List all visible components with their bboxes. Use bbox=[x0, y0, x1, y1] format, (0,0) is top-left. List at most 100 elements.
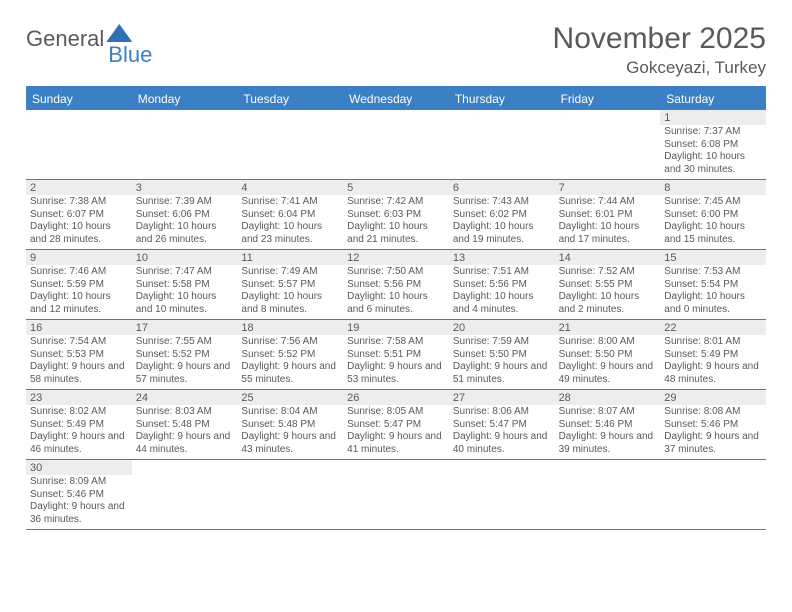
week-row: Sunrise: 8:09 AMSunset: 5:46 PMDaylight:… bbox=[26, 475, 766, 530]
day-info bbox=[237, 475, 343, 529]
day-info bbox=[449, 125, 555, 179]
day-info: Sunrise: 7:44 AMSunset: 6:01 PMDaylight:… bbox=[555, 195, 661, 249]
day-info: Sunrise: 7:51 AMSunset: 5:56 PMDaylight:… bbox=[449, 265, 555, 319]
day-info: Sunrise: 7:52 AMSunset: 5:55 PMDaylight:… bbox=[555, 265, 661, 319]
day-number: 21 bbox=[555, 320, 661, 335]
day-number: 3 bbox=[132, 180, 238, 195]
daynum-row: 30 bbox=[26, 460, 766, 475]
day-info: Sunrise: 8:01 AMSunset: 5:49 PMDaylight:… bbox=[660, 335, 766, 389]
day-number bbox=[449, 110, 555, 125]
day-number: 14 bbox=[555, 250, 661, 265]
calendar: SundayMondayTuesdayWednesdayThursdayFrid… bbox=[26, 86, 766, 530]
day-info: Sunrise: 7:55 AMSunset: 5:52 PMDaylight:… bbox=[132, 335, 238, 389]
day-info bbox=[555, 125, 661, 179]
daynum-row: 9101112131415 bbox=[26, 250, 766, 265]
day-info bbox=[343, 125, 449, 179]
title-block: November 2025 Gokceyazi, Turkey bbox=[553, 22, 766, 78]
day-info: Sunrise: 8:00 AMSunset: 5:50 PMDaylight:… bbox=[555, 335, 661, 389]
day-info bbox=[132, 125, 238, 179]
day-info: Sunrise: 7:45 AMSunset: 6:00 PMDaylight:… bbox=[660, 195, 766, 249]
day-info: Sunrise: 7:41 AMSunset: 6:04 PMDaylight:… bbox=[237, 195, 343, 249]
day-number bbox=[237, 110, 343, 125]
day-info: Sunrise: 8:03 AMSunset: 5:48 PMDaylight:… bbox=[132, 405, 238, 459]
day-number: 30 bbox=[26, 460, 132, 475]
day-info: Sunrise: 8:02 AMSunset: 5:49 PMDaylight:… bbox=[26, 405, 132, 459]
day-info bbox=[343, 475, 449, 529]
day-number bbox=[555, 110, 661, 125]
header: General Blue November 2025 Gokceyazi, Tu… bbox=[26, 22, 766, 78]
day-info: Sunrise: 8:08 AMSunset: 5:46 PMDaylight:… bbox=[660, 405, 766, 459]
day-info: Sunrise: 8:07 AMSunset: 5:46 PMDaylight:… bbox=[555, 405, 661, 459]
daynum-row: 2345678 bbox=[26, 180, 766, 195]
day-number: 11 bbox=[237, 250, 343, 265]
day-number bbox=[555, 460, 661, 475]
day-info: Sunrise: 7:56 AMSunset: 5:52 PMDaylight:… bbox=[237, 335, 343, 389]
dow-label: Sunday bbox=[26, 88, 132, 110]
day-info: Sunrise: 7:59 AMSunset: 5:50 PMDaylight:… bbox=[449, 335, 555, 389]
dow-label: Tuesday bbox=[237, 88, 343, 110]
day-number: 23 bbox=[26, 390, 132, 405]
day-number: 18 bbox=[237, 320, 343, 335]
day-info bbox=[449, 475, 555, 529]
day-info: Sunrise: 7:43 AMSunset: 6:02 PMDaylight:… bbox=[449, 195, 555, 249]
day-number: 4 bbox=[237, 180, 343, 195]
day-number bbox=[660, 460, 766, 475]
daynum-row: 23242526272829 bbox=[26, 390, 766, 405]
dow-label: Thursday bbox=[449, 88, 555, 110]
logo-text-general: General bbox=[26, 26, 104, 52]
day-number bbox=[343, 460, 449, 475]
day-info bbox=[26, 125, 132, 179]
month-title: November 2025 bbox=[553, 22, 766, 56]
day-number bbox=[132, 110, 238, 125]
day-number: 2 bbox=[26, 180, 132, 195]
day-info bbox=[660, 475, 766, 529]
day-number: 20 bbox=[449, 320, 555, 335]
day-info: Sunrise: 7:42 AMSunset: 6:03 PMDaylight:… bbox=[343, 195, 449, 249]
day-number: 17 bbox=[132, 320, 238, 335]
day-info: Sunrise: 7:50 AMSunset: 5:56 PMDaylight:… bbox=[343, 265, 449, 319]
day-info: Sunrise: 8:06 AMSunset: 5:47 PMDaylight:… bbox=[449, 405, 555, 459]
day-number: 27 bbox=[449, 390, 555, 405]
week-row: Sunrise: 8:02 AMSunset: 5:49 PMDaylight:… bbox=[26, 405, 766, 460]
day-info: Sunrise: 7:47 AMSunset: 5:58 PMDaylight:… bbox=[132, 265, 238, 319]
day-info: Sunrise: 7:49 AMSunset: 5:57 PMDaylight:… bbox=[237, 265, 343, 319]
day-number: 6 bbox=[449, 180, 555, 195]
day-info: Sunrise: 7:53 AMSunset: 5:54 PMDaylight:… bbox=[660, 265, 766, 319]
day-number: 29 bbox=[660, 390, 766, 405]
dow-label: Saturday bbox=[660, 88, 766, 110]
day-number: 24 bbox=[132, 390, 238, 405]
day-number bbox=[343, 110, 449, 125]
week-row: Sunrise: 7:54 AMSunset: 5:53 PMDaylight:… bbox=[26, 335, 766, 390]
day-number: 7 bbox=[555, 180, 661, 195]
day-info: Sunrise: 8:05 AMSunset: 5:47 PMDaylight:… bbox=[343, 405, 449, 459]
dow-label: Wednesday bbox=[343, 88, 449, 110]
day-number: 1 bbox=[660, 110, 766, 125]
day-info: Sunrise: 7:46 AMSunset: 5:59 PMDaylight:… bbox=[26, 265, 132, 319]
sail-icon bbox=[106, 24, 132, 42]
week-row: Sunrise: 7:46 AMSunset: 5:59 PMDaylight:… bbox=[26, 265, 766, 320]
day-number: 25 bbox=[237, 390, 343, 405]
day-number: 13 bbox=[449, 250, 555, 265]
day-number bbox=[132, 460, 238, 475]
day-number: 5 bbox=[343, 180, 449, 195]
day-number: 10 bbox=[132, 250, 238, 265]
day-number bbox=[237, 460, 343, 475]
dow-label: Friday bbox=[555, 88, 661, 110]
logo: General Blue bbox=[26, 26, 152, 52]
day-info: Sunrise: 7:54 AMSunset: 5:53 PMDaylight:… bbox=[26, 335, 132, 389]
day-number: 22 bbox=[660, 320, 766, 335]
day-info bbox=[555, 475, 661, 529]
week-row: Sunrise: 7:38 AMSunset: 6:07 PMDaylight:… bbox=[26, 195, 766, 250]
day-number: 19 bbox=[343, 320, 449, 335]
day-number bbox=[26, 110, 132, 125]
day-info: Sunrise: 7:37 AMSunset: 6:08 PMDaylight:… bbox=[660, 125, 766, 179]
day-info bbox=[237, 125, 343, 179]
day-number: 12 bbox=[343, 250, 449, 265]
location: Gokceyazi, Turkey bbox=[553, 58, 766, 78]
week-row: Sunrise: 7:37 AMSunset: 6:08 PMDaylight:… bbox=[26, 125, 766, 180]
day-number: 9 bbox=[26, 250, 132, 265]
day-number: 26 bbox=[343, 390, 449, 405]
day-info bbox=[132, 475, 238, 529]
day-number bbox=[449, 460, 555, 475]
day-number: 28 bbox=[555, 390, 661, 405]
